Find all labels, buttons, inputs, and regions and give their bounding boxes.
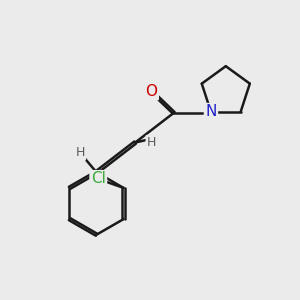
Text: Cl: Cl bbox=[91, 172, 106, 187]
Text: N: N bbox=[205, 104, 217, 119]
Text: H: H bbox=[76, 146, 85, 160]
Text: H: H bbox=[147, 136, 156, 149]
Text: O: O bbox=[146, 84, 158, 99]
